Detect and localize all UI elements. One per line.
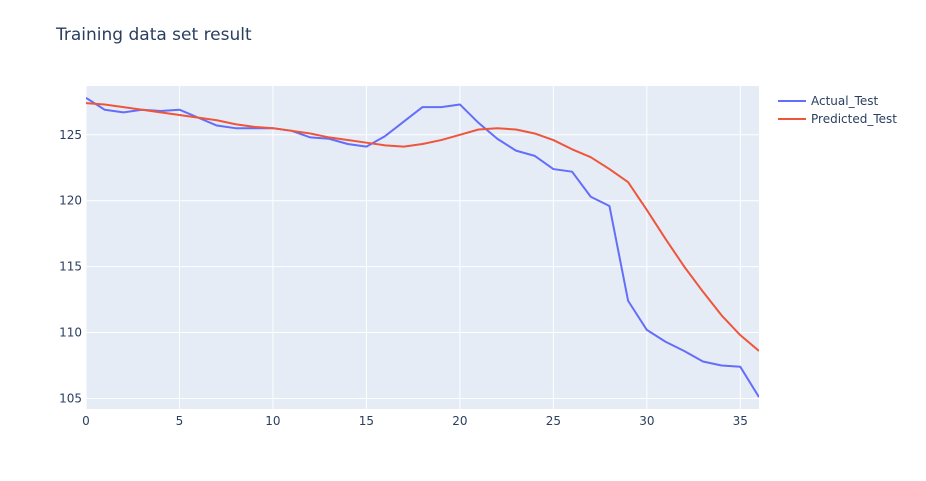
series-line-predicted-test [86, 102, 759, 352]
x-tick-label: 0 [82, 414, 90, 428]
legend-item-actual-test[interactable]: Actual_Test [778, 94, 879, 108]
y-tick-label: 105 [59, 391, 82, 405]
x-tick-label: 30 [639, 414, 654, 428]
legend-label: Actual_Test [811, 94, 879, 108]
y-axis-ticks: 105 110 115 120 125 [59, 128, 82, 406]
y-tick-label: 115 [59, 260, 82, 274]
series-group [86, 97, 759, 398]
chart-title: Training data set result [55, 25, 252, 45]
y-tick-label: 125 [59, 128, 82, 142]
y-tick-label: 110 [59, 326, 82, 340]
legend-item-predicted-test[interactable]: Predicted_Test [778, 112, 897, 126]
x-tick-label: 25 [546, 414, 561, 428]
legend-label: Predicted_Test [811, 112, 897, 126]
x-tick-label: 15 [359, 414, 374, 428]
grid-lines [85, 86, 759, 409]
legend[interactable]: Actual_Test Predicted_Test [778, 94, 897, 126]
x-tick-label: 20 [452, 414, 467, 428]
x-tick-label: 5 [176, 414, 184, 428]
x-tick-label: 10 [265, 414, 280, 428]
x-tick-label: 35 [733, 414, 748, 428]
y-tick-label: 120 [59, 194, 82, 208]
x-axis-ticks: 0 5 10 15 20 25 30 35 [82, 414, 748, 428]
